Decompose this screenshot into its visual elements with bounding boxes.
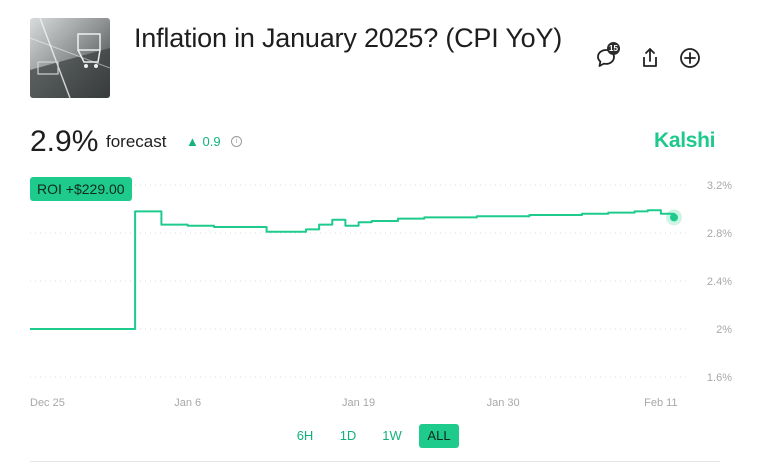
kalshi-logo: Kalshi: [654, 129, 716, 152]
market-thumbnail: [30, 18, 110, 98]
series-line: [30, 209, 675, 330]
forecast-label: forecast: [106, 132, 167, 151]
y-tick-label: 1.6%: [707, 372, 732, 384]
share-button[interactable]: [638, 46, 662, 70]
info-icon[interactable]: i: [231, 136, 242, 147]
x-tick-label: Feb 11: [644, 397, 677, 409]
comments-button[interactable]: 15: [594, 42, 620, 70]
range-button-1w[interactable]: 1W: [382, 428, 402, 443]
range-button-all[interactable]: ALL: [419, 424, 459, 448]
x-tick-label: Jan 6: [174, 397, 201, 409]
forecast-summary: 2.9% forecast ▲ 0.9 i: [30, 124, 330, 162]
add-icon: [680, 48, 700, 68]
time-range-selector: 6H 1D 1W ALL: [286, 424, 466, 448]
price-chart: 3.2% 2.8% 2.4% 2% 1.6% Dec 25 Jan 6 Jan 19 Jan 3…: [30, 180, 732, 409]
x-tick-label: Dec 25: [30, 397, 65, 409]
comment-icon: [597, 49, 615, 67]
triangle-up-icon: ▲: [186, 134, 199, 149]
roi-badge[interactable]: ROI +$229.00: [30, 177, 132, 201]
range-button-1d[interactable]: 1D: [339, 428, 357, 443]
market-actions: 15: [594, 42, 704, 72]
y-tick-label: 2%: [716, 324, 732, 336]
range-button-6h[interactable]: 6H: [296, 428, 314, 443]
add-button[interactable]: [678, 46, 702, 70]
share-icon: [643, 48, 657, 67]
market-title: Inflation in January 2025? (CPI YoY): [134, 23, 563, 53]
y-tick-label: 2.8%: [707, 228, 732, 240]
market-thumbnail-image: [30, 18, 110, 98]
forecast-delta: ▲ 0.9: [186, 134, 221, 149]
y-tick-label: 3.2%: [707, 180, 732, 192]
last-point-marker: [670, 213, 678, 222]
divider: [30, 461, 720, 462]
y-tick-label: 2.4%: [707, 276, 732, 288]
forecast-delta-value: 0.9: [202, 134, 221, 149]
x-tick-label: Jan 19: [342, 397, 375, 409]
comment-count-badge: 15: [607, 42, 620, 55]
forecast-value: 2.9%: [30, 125, 99, 158]
x-tick-label: Jan 30: [487, 397, 520, 409]
